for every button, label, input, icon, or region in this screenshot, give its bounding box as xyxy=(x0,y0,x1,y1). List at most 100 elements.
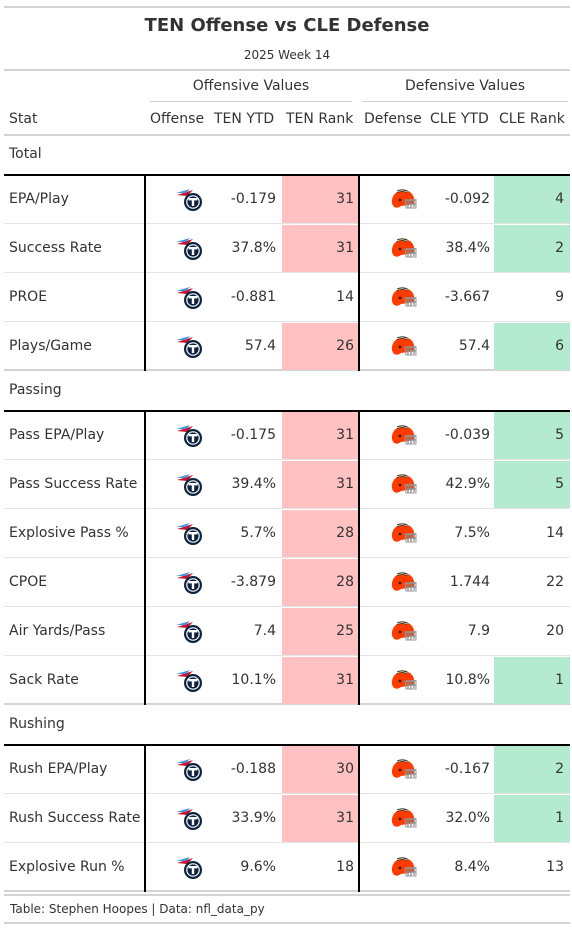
table-row: Pass Success Rate 39.4% 31 42.9% 5 xyxy=(4,461,570,509)
stat-name: Plays/Game xyxy=(9,338,92,354)
column-header-ten-ytd: TEN YTD xyxy=(214,111,275,127)
ten-ytd-value: 33.9% xyxy=(231,810,276,826)
ten-ytd-value: -3.879 xyxy=(230,574,276,590)
titans-logo-icon xyxy=(176,619,204,645)
ten-rank-value: 28 xyxy=(282,559,358,606)
stat-name: Rush EPA/Play xyxy=(9,761,108,777)
spanner-rule-defense xyxy=(362,101,568,102)
cle-ytd-value: -0.092 xyxy=(444,191,490,207)
row-group-divider xyxy=(4,410,570,412)
table-row: Rush Success Rate 33.9% 31 32.0% 1 xyxy=(4,795,570,843)
row-group-divider xyxy=(4,174,570,176)
cle-rank-value: 4 xyxy=(494,176,570,223)
ten-ytd-value: 5.7% xyxy=(240,525,276,541)
table-row: Pass EPA/Play -0.175 31 -0.039 5 xyxy=(4,412,570,460)
ten-ytd-value: 39.4% xyxy=(231,476,276,492)
browns-helmet-icon xyxy=(389,570,417,596)
titans-logo-icon xyxy=(176,472,204,498)
ten-rank-value: 26 xyxy=(282,323,358,370)
cle-ytd-value: 10.8% xyxy=(445,672,490,688)
column-header-cle-ytd: CLE YTD xyxy=(430,111,489,127)
browns-helmet-icon xyxy=(389,757,417,783)
stat-name: Air Yards/Pass xyxy=(9,623,106,639)
cle-rank-value: 22 xyxy=(546,574,564,590)
stat-name: PROE xyxy=(9,289,48,305)
titans-logo-icon xyxy=(176,668,204,694)
ten-rank-value: 31 xyxy=(282,225,358,272)
cle-rank-value: 1 xyxy=(494,795,570,842)
titans-logo-icon xyxy=(176,570,204,596)
spanner-defensive-values: Defensive Values xyxy=(404,78,526,94)
row-group-label: Passing xyxy=(9,382,62,398)
row-group-divider xyxy=(4,744,570,746)
ten-ytd-value: -0.881 xyxy=(230,289,276,305)
column-header-stat: Stat xyxy=(9,111,38,127)
cle-rank-value: 5 xyxy=(494,461,570,508)
stat-name: Explosive Pass % xyxy=(9,525,129,541)
cle-rank-value: 20 xyxy=(546,623,564,639)
cle-rank-value: 13 xyxy=(546,859,564,875)
table-row: PROE -0.881 14 -3.667 9 xyxy=(4,274,570,322)
ten-ytd-value: -0.188 xyxy=(230,761,276,777)
table-row: Explosive Pass % 5.7% 28 7.5% 14 xyxy=(4,510,570,558)
cle-rank-value: 2 xyxy=(494,746,570,793)
stat-name: Success Rate xyxy=(9,240,102,256)
ten-ytd-value: -0.175 xyxy=(230,427,276,443)
column-header-divider xyxy=(4,134,570,136)
stat-name: EPA/Play xyxy=(9,191,69,207)
offense-column-border xyxy=(144,746,146,892)
ten-ytd-value: 37.8% xyxy=(231,240,276,256)
ten-rank-value: 31 xyxy=(282,412,358,459)
row-group-label: Rushing xyxy=(9,716,65,732)
defense-column-border xyxy=(358,746,360,892)
browns-helmet-icon xyxy=(389,472,417,498)
titans-logo-icon xyxy=(176,187,204,213)
table-row: Rush EPA/Play -0.188 30 -0.167 2 xyxy=(4,746,570,794)
cle-ytd-value: 38.4% xyxy=(445,240,490,256)
spanner-offensive-values: Offensive Values xyxy=(192,78,310,94)
ten-rank-value: 14 xyxy=(336,289,354,305)
row-group-header: Passing xyxy=(4,372,570,410)
stat-name: Pass EPA/Play xyxy=(9,427,105,443)
cle-ytd-value: 32.0% xyxy=(445,810,490,826)
browns-helmet-icon xyxy=(389,334,417,360)
cle-ytd-value: 7.5% xyxy=(454,525,490,541)
browns-helmet-icon xyxy=(389,285,417,311)
ten-rank-value: 25 xyxy=(282,608,358,655)
browns-helmet-icon xyxy=(389,855,417,881)
column-header-ten-rank: TEN Rank xyxy=(286,111,354,127)
row-group-header: Rushing xyxy=(4,706,570,744)
cle-ytd-value: -3.667 xyxy=(444,289,490,305)
cle-ytd-value: 42.9% xyxy=(445,476,490,492)
ten-rank-value: 31 xyxy=(282,461,358,508)
ten-rank-value: 28 xyxy=(282,510,358,557)
cle-rank-value: 2 xyxy=(494,225,570,272)
titans-logo-icon xyxy=(176,236,204,262)
column-header-offense: Offense xyxy=(150,111,205,127)
stat-name: CPOE xyxy=(9,574,48,590)
cle-rank-value: 1 xyxy=(494,657,570,704)
table-row: Air Yards/Pass 7.4 25 7.9 20 xyxy=(4,608,570,656)
table-bottom-border xyxy=(4,894,570,896)
ten-ytd-value: 10.1% xyxy=(231,672,276,688)
table-subtitle: 2025 Week 14 xyxy=(243,48,331,62)
ten-ytd-value: 7.4 xyxy=(253,623,276,639)
titans-logo-icon xyxy=(176,285,204,311)
cle-rank-value: 14 xyxy=(546,525,564,541)
ten-ytd-value: -0.179 xyxy=(230,191,276,207)
ten-ytd-value: 57.4 xyxy=(244,338,276,354)
ten-rank-value: 18 xyxy=(336,859,354,875)
stat-name: Rush Success Rate xyxy=(9,810,141,826)
row-group-label: Total xyxy=(9,146,42,162)
ten-ytd-value: 9.6% xyxy=(240,859,276,875)
defense-column-border xyxy=(358,176,360,371)
ten-rank-value: 31 xyxy=(282,176,358,223)
ten-rank-value: 31 xyxy=(282,657,358,704)
cle-ytd-value: -0.167 xyxy=(444,761,490,777)
stat-name: Sack Rate xyxy=(9,672,79,688)
ten-rank-value: 31 xyxy=(282,795,358,842)
browns-helmet-icon xyxy=(389,187,417,213)
offense-column-border xyxy=(144,176,146,371)
browns-helmet-icon xyxy=(389,668,417,694)
table-row: CPOE -3.879 28 1.744 22 xyxy=(4,559,570,607)
